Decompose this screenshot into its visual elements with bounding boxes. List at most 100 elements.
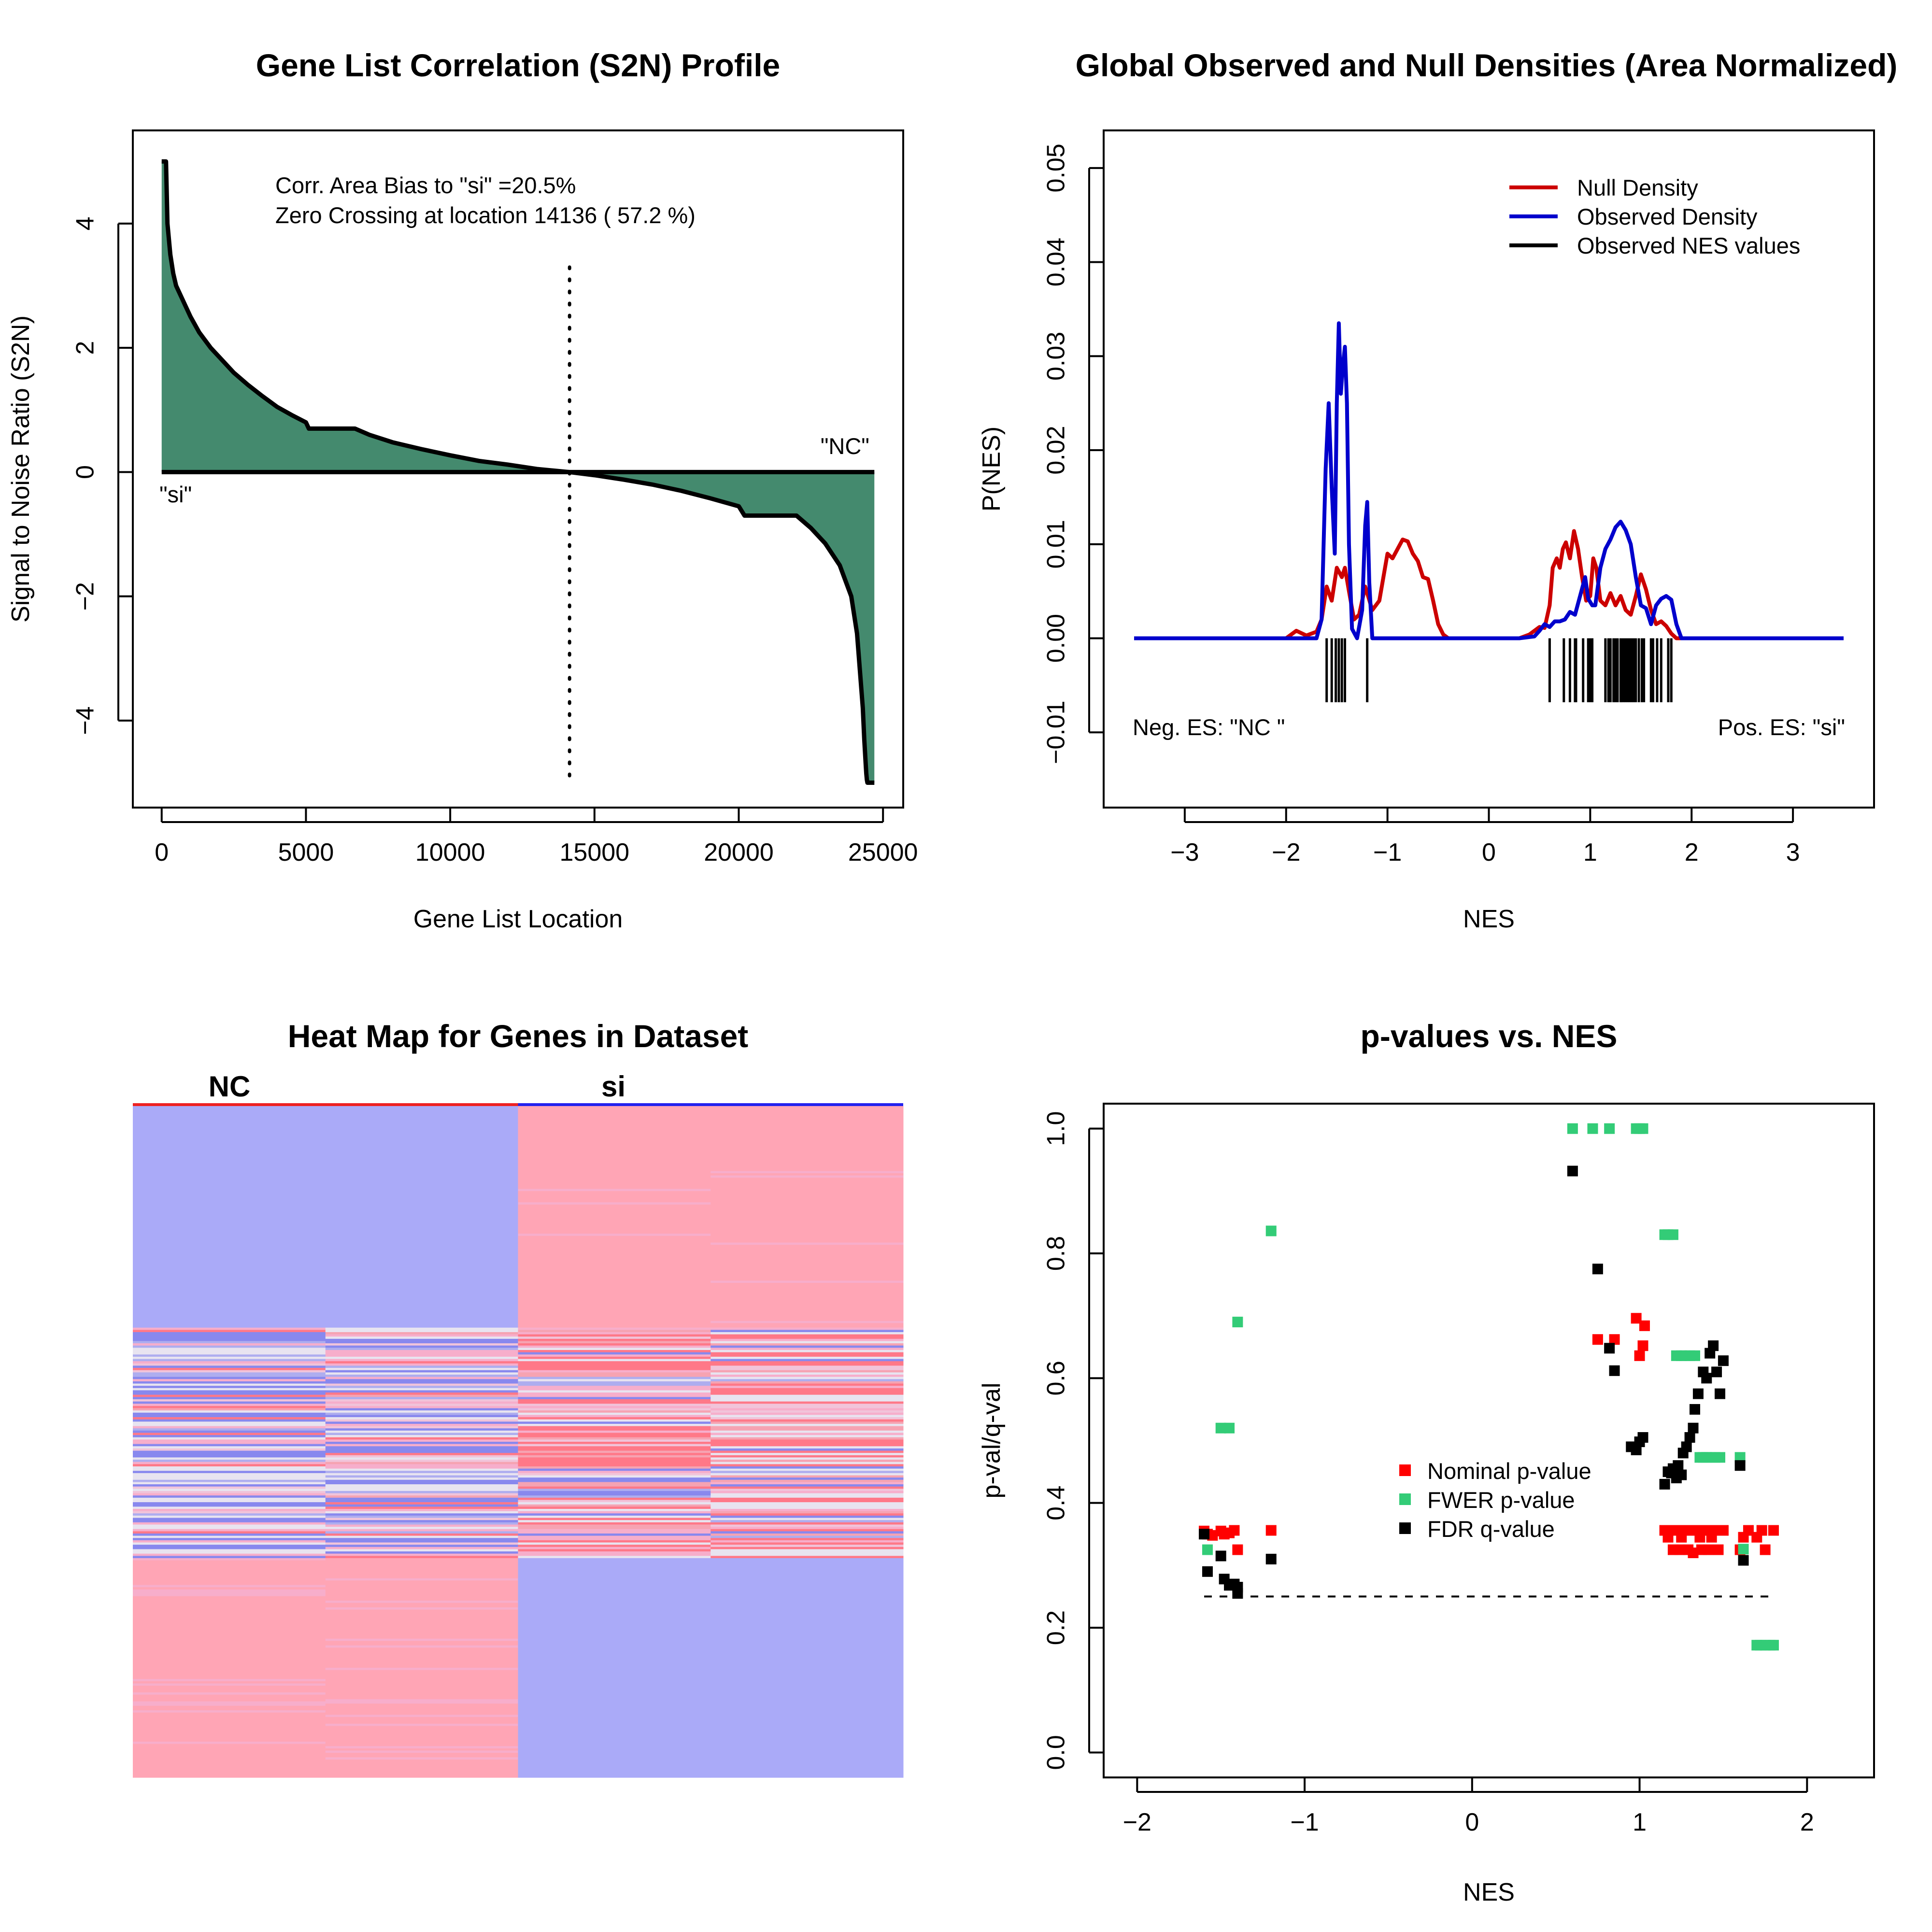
- heatmap-cell: [518, 1392, 711, 1395]
- pos-es-annotation: Pos. ES: "si": [1718, 714, 1845, 740]
- heatmap-cell: [325, 1303, 518, 1306]
- heatmap-cell: [325, 1679, 518, 1682]
- heatmap-cell: [710, 1701, 904, 1704]
- heatmap-cell: [133, 1146, 326, 1149]
- fwer-p-value-point: [1215, 1422, 1226, 1434]
- heatmap-cell: [133, 1264, 326, 1268]
- fdr-q-value-point: [1684, 1432, 1695, 1443]
- heatmap-cell: [518, 1734, 711, 1738]
- heatmap-cell: [133, 1195, 326, 1198]
- heatmap-cell: [133, 1692, 326, 1695]
- heatmap-cell: [133, 1305, 326, 1308]
- heatmap-cell: [710, 1437, 904, 1440]
- heatmap-cell: [325, 1352, 518, 1355]
- heatmap-cell: [710, 1321, 904, 1324]
- nominal-p-value-point: [1609, 1334, 1620, 1345]
- heatmap-cell: [518, 1576, 711, 1579]
- heatmap-cell: [710, 1149, 904, 1151]
- nominal-p-value-point: [1768, 1525, 1779, 1536]
- heatmap-cell: [325, 1739, 518, 1742]
- heatmap-cell: [518, 1704, 711, 1706]
- heatmap-cell: [710, 1338, 904, 1342]
- heatmap-cell: [518, 1419, 711, 1422]
- heatmap-cell: [518, 1520, 711, 1523]
- heatmap-cell: [325, 1477, 518, 1480]
- heatmap-cell: [133, 1406, 326, 1409]
- heatmap-cell: [518, 1276, 711, 1279]
- heatmap-cell: [325, 1415, 518, 1418]
- heatmap-cell: [518, 1453, 711, 1456]
- heatmap-cell: [325, 1726, 518, 1729]
- heatmap-cell: [710, 1453, 904, 1456]
- heatmap-cell: [325, 1372, 518, 1375]
- heatmap-cell: [710, 1578, 904, 1581]
- heatmap-cell: [710, 1227, 904, 1230]
- heatmap-cell: [710, 1211, 904, 1214]
- heatmap-cell: [133, 1200, 326, 1203]
- heatmap-cell: [710, 1106, 904, 1109]
- heatmap-cell: [518, 1412, 711, 1415]
- heatmap-cell: [133, 1535, 326, 1538]
- heatmap-cell: [710, 1607, 904, 1610]
- heatmap-cell: [710, 1591, 904, 1594]
- heatmap-cell: [710, 1504, 904, 1507]
- heatmap-cell: [518, 1527, 711, 1530]
- heatmap-cell: [518, 1659, 711, 1662]
- heatmap-cell: [133, 1690, 326, 1693]
- heatmap-cell: [133, 1126, 326, 1129]
- fdr-q-value-point: [1681, 1441, 1692, 1452]
- heatmap-cell: [325, 1321, 518, 1324]
- heatmap-cell: [325, 1567, 518, 1570]
- heatmap-cell: [133, 1354, 326, 1357]
- heatmap-cell: [325, 1630, 518, 1633]
- heatmap-cell: [133, 1757, 326, 1760]
- heatmap-cell: [325, 1719, 518, 1722]
- heatmap-cell: [710, 1175, 904, 1178]
- x-tick-label: 0: [1465, 1808, 1479, 1836]
- heatmap-cell: [710, 1497, 904, 1501]
- heatmap-cell: [710, 1135, 904, 1138]
- heatmap-cell: [325, 1656, 518, 1660]
- heatmap-cell: [518, 1240, 711, 1243]
- legend-label: FWER p-value: [1427, 1487, 1575, 1513]
- heatmap-cell: [518, 1202, 711, 1205]
- fdr-q-value-point: [1718, 1355, 1729, 1366]
- heatmap-cell: [710, 1468, 904, 1471]
- heatmap-cell: [710, 1263, 904, 1265]
- heatmap-cell: [325, 1251, 518, 1254]
- heatmap-cell: [133, 1556, 326, 1559]
- heatmap-cell: [325, 1377, 518, 1379]
- heatmap-cell: [518, 1139, 711, 1142]
- heatmap-cell: [518, 1701, 711, 1704]
- heatmap-cell: [710, 1600, 904, 1604]
- x-axis-label: Gene List Location: [413, 905, 623, 933]
- heatmap-cell: [133, 1571, 326, 1574]
- heatmap-cell: [325, 1484, 518, 1487]
- heatmap-cell: [710, 1547, 904, 1549]
- heatmap-cell: [325, 1632, 518, 1635]
- heatmap-cell: [325, 1204, 518, 1208]
- heatmap-cell: [518, 1133, 711, 1136]
- heatmap-cell: [518, 1171, 711, 1174]
- zero-crossing-annotation: Zero Crossing at location 14136 ( 57.2 %…: [275, 202, 696, 228]
- heatmap-cell: [710, 1381, 904, 1384]
- heatmap-cell: [710, 1361, 904, 1364]
- heatmap-cell: [710, 1423, 904, 1427]
- heatmap-cell: [325, 1404, 518, 1406]
- heatmap-cell: [710, 1162, 904, 1165]
- heatmap-cell: [325, 1271, 518, 1275]
- heatmap-cell: [518, 1497, 711, 1501]
- heatmap-cell: [133, 1370, 326, 1373]
- heatmap-cell: [325, 1234, 518, 1236]
- heatmap-cell: [710, 1567, 904, 1570]
- heatmap-cell: [710, 1435, 904, 1438]
- heatmap-cell: [710, 1580, 904, 1583]
- heatmap-cell: [710, 1390, 904, 1393]
- heatmap-cell: [710, 1236, 904, 1238]
- heatmap-cell: [325, 1547, 518, 1549]
- heatmap-cell: [133, 1303, 326, 1306]
- heatmap-cell: [133, 1379, 326, 1382]
- heatmap-cell: [133, 1330, 326, 1333]
- heatmap-cell: [325, 1218, 518, 1221]
- heatmap-cell: [325, 1363, 518, 1366]
